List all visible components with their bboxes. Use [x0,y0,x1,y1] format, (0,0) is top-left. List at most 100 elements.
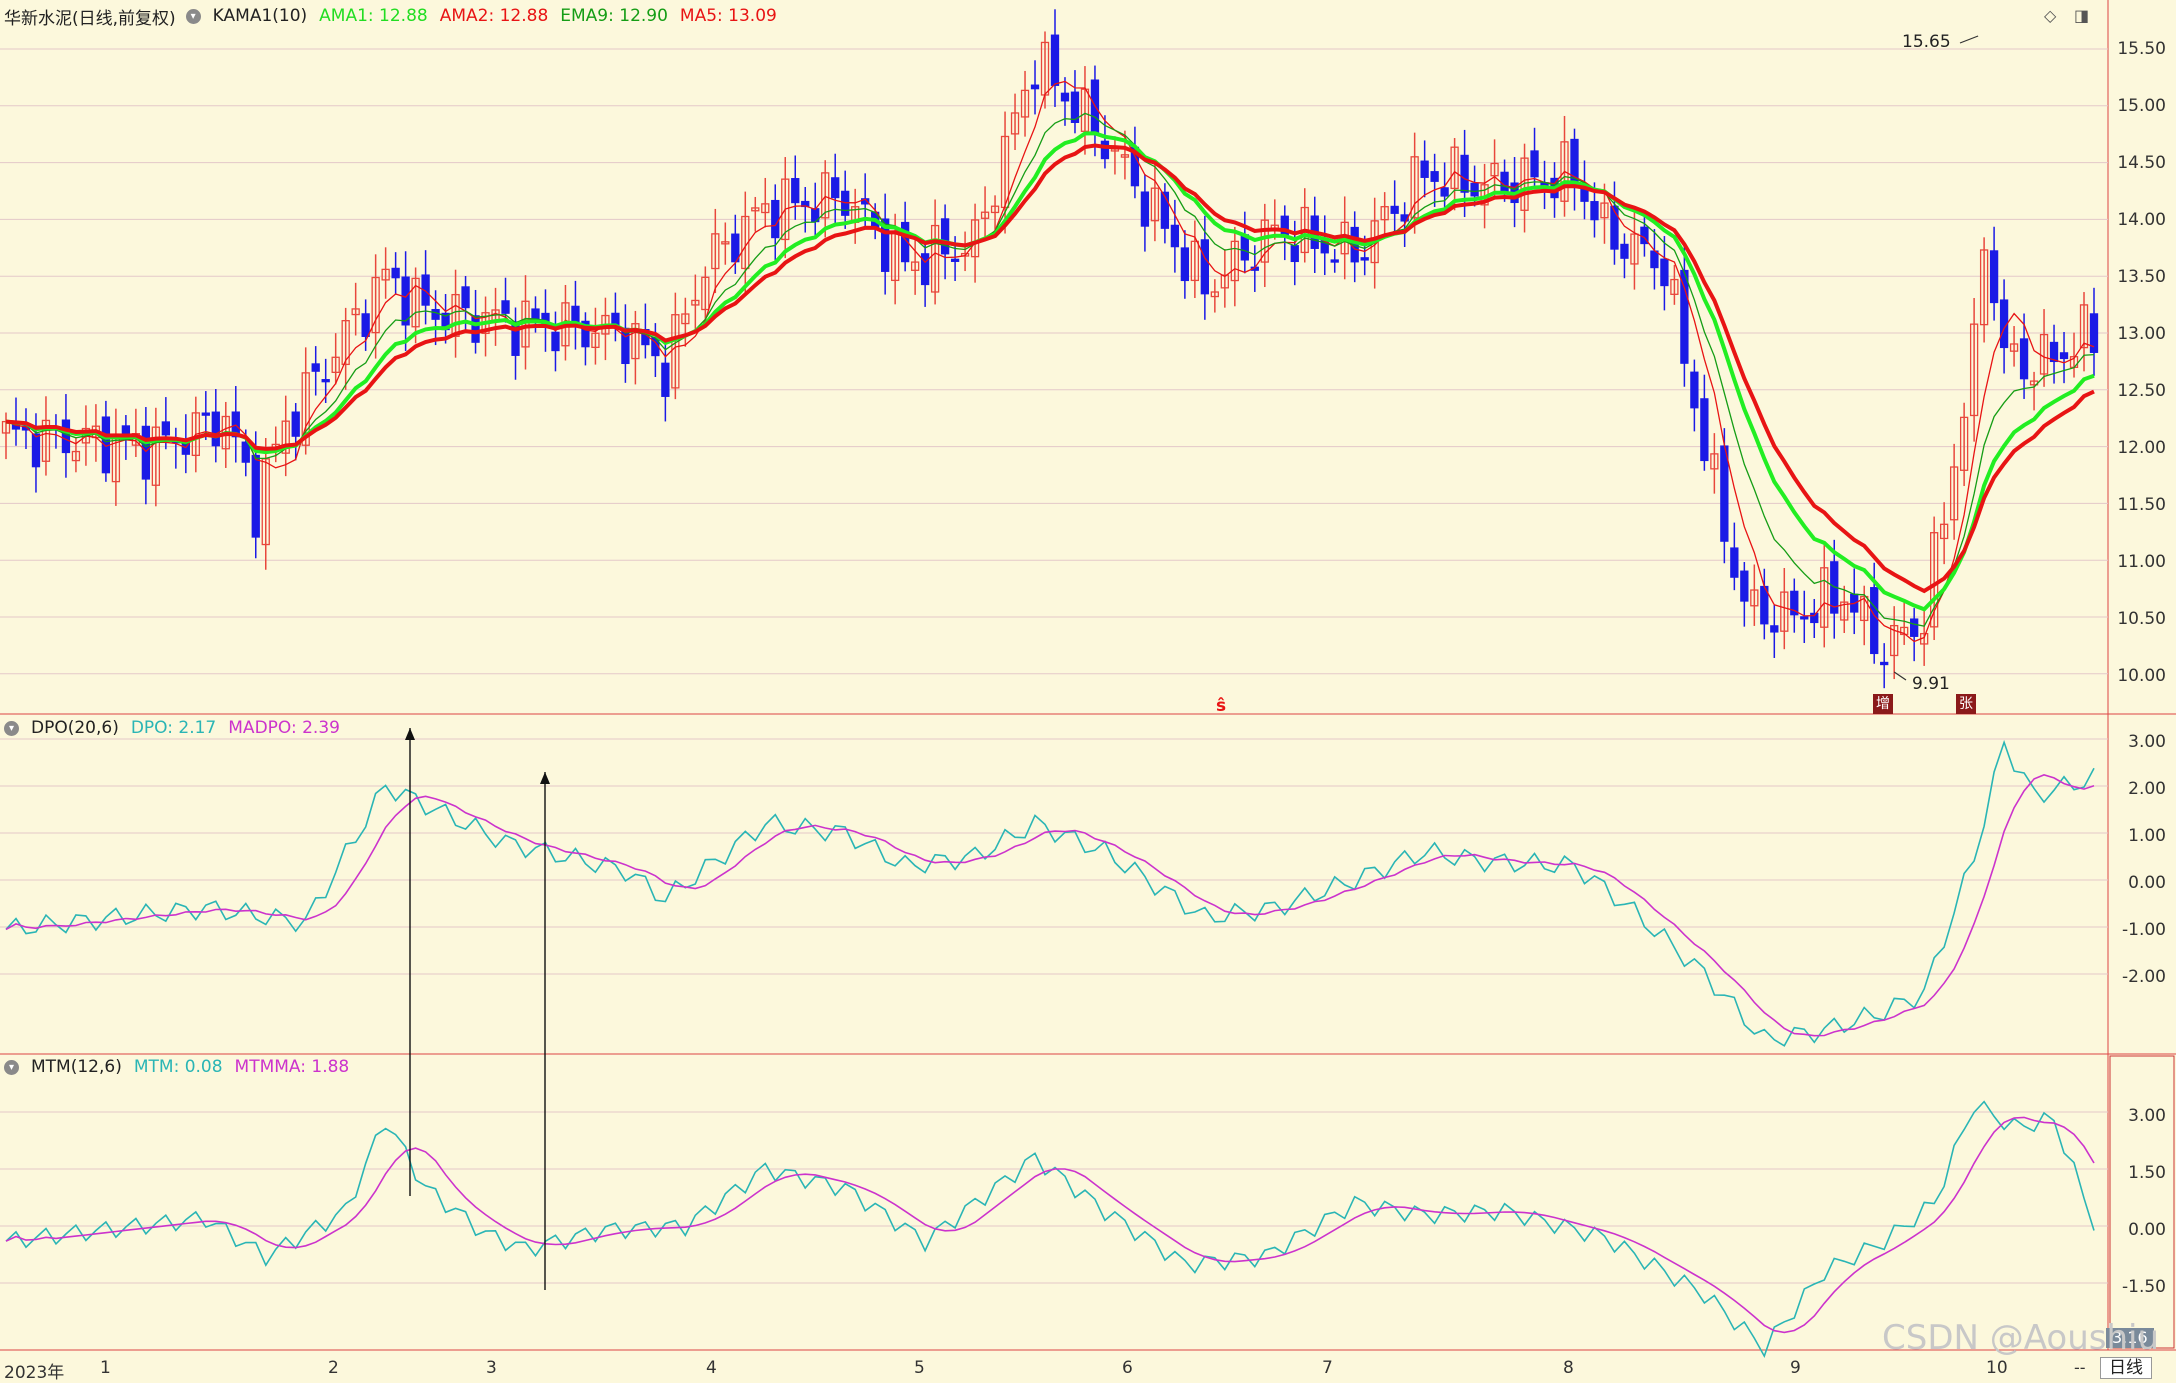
ama1-value: AMA1: 12.88 [319,6,428,26]
diamond-icon[interactable]: ◇ [2044,6,2057,25]
candle-body [1190,240,1200,282]
candle-body [1380,206,1389,221]
mtm-title[interactable]: MTM(12,6) [31,1057,122,1077]
candle-body [551,331,560,352]
candle-body [681,313,690,325]
candle-body [771,199,780,239]
candle-body [611,312,620,326]
price-tick: 12.00 [2117,438,2166,458]
candle-body [1560,141,1569,202]
candle-body [1210,291,1219,298]
candle-body [1460,154,1469,193]
zeng-tag[interactable]: 增 [1873,694,1893,714]
candle-body [831,177,840,199]
candle-body [1710,453,1719,470]
dpo-tick: 2.00 [2128,779,2166,799]
candle-body [1390,205,1399,214]
candle-body [461,286,470,309]
candle-body [751,207,760,212]
price-tick: 10.50 [2117,609,2166,629]
madpo-value: MADPO: 2.39 [228,718,340,738]
price-tick: 12.50 [2117,381,2166,401]
dpo-menu-icon[interactable]: ▾ [4,720,19,736]
mtm-tick: -1.50 [2122,1277,2166,1297]
candle-body [1890,624,1899,657]
candle-body [151,426,161,486]
x-label: 2 [328,1358,339,1378]
candle-body [1949,466,1959,521]
candle-body [591,332,600,349]
candle-body [940,218,950,255]
candle-body [1150,187,1160,222]
drawn-arrow-head [540,772,550,784]
price-tick: 13.50 [2117,267,2166,287]
candle-body [920,253,930,286]
candle-body [990,205,1000,214]
watermark: CSDN @Aoushiu [1882,1318,2160,1358]
candle-body [1500,171,1509,193]
candle-body [1700,398,1709,462]
candle-body [1530,150,1539,178]
candle-body [1520,157,1529,211]
candle-body [1939,523,1949,540]
candle-body [900,221,910,263]
candle-body [1810,612,1819,624]
x-label: 5 [914,1358,925,1378]
candle-body [581,320,590,348]
ma5-line [5,80,2095,643]
mtm-menu-icon[interactable]: ▾ [4,1059,19,1075]
candle-body [1010,112,1020,135]
scroll-control[interactable]: -- [2074,1358,2086,1377]
x-label: 6 [1122,1358,1133,1378]
candle-body [1979,249,1989,326]
candle-body [1800,616,1809,620]
candle-body [1000,135,1010,209]
x-label: 2023年 [4,1363,65,1383]
price-tick: 11.50 [2117,495,2166,515]
candle-body [1490,162,1499,177]
mtm-tick: 1.50 [2128,1163,2166,1183]
ma5-value: MA5: 13.09 [679,6,777,26]
candle-body [691,299,700,306]
candle-body [1790,590,1799,616]
candle-body [1650,250,1659,269]
high-price-label: 15.65 [1902,32,1951,52]
candle-body [381,268,390,281]
candle-body [631,323,640,360]
candle-body [1780,591,1789,632]
candle-body [1100,140,1110,160]
candle-body [2049,341,2059,363]
window-toggle-icon[interactable]: ◨ [2074,6,2090,25]
candle-body [411,277,420,328]
dpo-title[interactable]: DPO(20,6) [31,718,119,738]
candle-body [211,411,220,447]
candle-body [311,363,320,372]
price-tick: 14.50 [2117,153,2166,173]
price-tick: 14.00 [2117,210,2166,230]
indicator-menu-icon[interactable]: ▾ [185,8,201,24]
candle-body [161,421,170,436]
candle-body [1360,257,1369,261]
x-label: 8 [1563,1358,1574,1378]
dpo-tick: -2.00 [2122,967,2166,987]
candle-body [1610,205,1619,250]
candle-body [41,419,51,462]
candle-body [71,450,81,462]
candle-body [1050,34,1060,86]
candle-body [351,308,360,316]
candle-body [361,313,370,337]
candle-body [970,219,980,258]
candle-body [1720,445,1729,542]
candle-body [1840,601,1849,621]
candle-body [731,233,740,263]
candle-body [1730,547,1739,578]
zhang-tag[interactable]: 张 [1956,694,1976,714]
candle-body [1590,201,1599,221]
candle-body [930,224,940,293]
indicator-name[interactable]: KAMA1(10) [212,6,308,26]
period-tab[interactable]: 日线 [2100,1357,2152,1379]
ama2-value: AMA2: 12.88 [439,6,549,26]
candle-body [1120,154,1130,158]
